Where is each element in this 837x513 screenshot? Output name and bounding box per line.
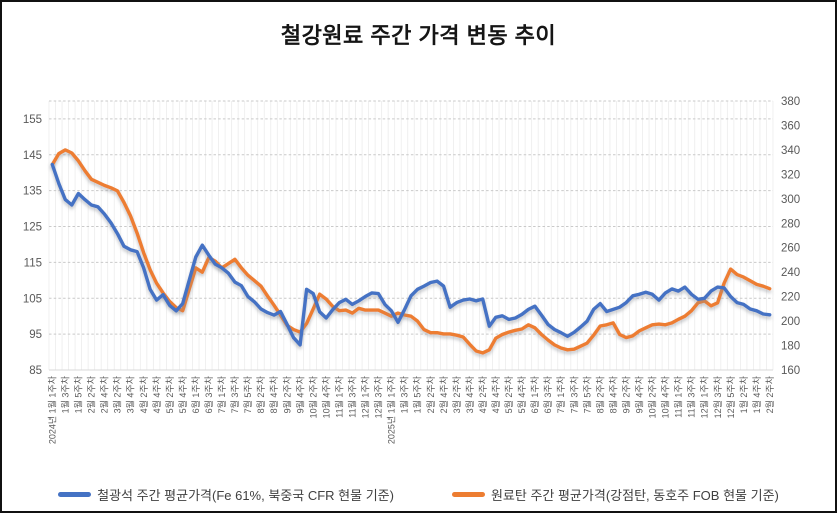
x-axis-tick-label: 12월 1주차 bbox=[360, 375, 371, 418]
coking-coal-legend-swatch-icon bbox=[451, 492, 485, 497]
x-axis-tick-label: 2월 2주차 bbox=[425, 375, 436, 413]
x-axis-tick-label: 1월 4주차 bbox=[751, 375, 762, 413]
coking-coal-legend-label: 원료탄 주간 평균가격(강점탄, 동호주 FOB 현물 기준) bbox=[490, 488, 779, 503]
coking-coal-line bbox=[50, 148, 772, 355]
x-axis-tick-label: 2월 4주차 bbox=[99, 375, 110, 413]
x-axis-tick-label: 9월 4주차 bbox=[294, 375, 305, 413]
x-axis-tick-label: 10월 4주차 bbox=[320, 375, 331, 418]
x-axis-tick-label: 12월 3주차 bbox=[712, 375, 723, 418]
right-axis-tick-label: 160 bbox=[781, 365, 800, 377]
x-axis-tick-label: 1월 3주차 bbox=[399, 375, 410, 413]
x-axis-tick-label: 7월 5주차 bbox=[581, 375, 592, 413]
iron-ore-line bbox=[50, 162, 772, 347]
x-axis-tick-label: 12월 3주차 bbox=[373, 375, 384, 418]
x-axis-tick-label: 8월 4주차 bbox=[607, 375, 618, 413]
right-axis-tick-label: 240 bbox=[781, 267, 800, 279]
right-axis-tick-label: 340 bbox=[781, 145, 800, 157]
iron-ore-legend-swatch-icon bbox=[58, 492, 92, 497]
x-axis-tick-label: 2월 4주차 bbox=[438, 375, 449, 413]
x-axis-tick-label: 3월 4주차 bbox=[464, 375, 475, 413]
right-axis-tick-label: 380 bbox=[781, 96, 800, 108]
right-axis-tick-label: 260 bbox=[781, 243, 800, 255]
right-axis-tick-label: 180 bbox=[781, 341, 800, 353]
x-axis-tick-label: 7월 5주차 bbox=[242, 375, 253, 413]
left-axis-tick-label: 145 bbox=[23, 150, 42, 162]
x-axis-tick-label: 10월 2주차 bbox=[647, 375, 658, 418]
x-axis-tick-label: 7월 1주차 bbox=[216, 375, 227, 413]
x-axis-tick-label: 1월 5주차 bbox=[73, 375, 84, 413]
left-axis-tick-label: 125 bbox=[23, 222, 42, 234]
x-axis-tick-label: 8월 2주차 bbox=[594, 375, 605, 413]
x-axis-tick-label: 9월 4주차 bbox=[634, 375, 645, 413]
x-axis-tick-label: 9월 2주차 bbox=[281, 375, 292, 413]
x-axis-tick-label: 1월 2주차 bbox=[738, 375, 749, 413]
legend: 철광석 주간 평균가격(Fe 61%, 북중국 CFR 현물 기준) 원료탄 주… bbox=[2, 485, 835, 504]
x-axis-tick-label: 4월 4주차 bbox=[151, 375, 162, 413]
x-axis-tick-label: 7월 3주차 bbox=[229, 375, 240, 413]
left-axis-tick-label: 115 bbox=[24, 257, 42, 269]
x-axis-tick-label: 4월 2주차 bbox=[138, 375, 149, 413]
x-axis-tick-label: 11월 3주차 bbox=[686, 375, 697, 417]
right-axis-tick-label: 280 bbox=[781, 218, 800, 230]
x-axis-tick-label: 8월 4주차 bbox=[268, 375, 279, 413]
x-axis-tick-label: 5월 4주차 bbox=[177, 375, 188, 413]
left-axis-tick-label: 105 bbox=[23, 293, 42, 305]
x-axis-tick-label: 2월 2주차 bbox=[86, 375, 97, 413]
x-axis-tick-label: 11월 1주차 bbox=[334, 375, 345, 417]
x-axis-tick-label: 6월 1주차 bbox=[529, 375, 540, 413]
right-axis-tick-label: 320 bbox=[781, 169, 800, 181]
x-axis-tick-label: 4월 2주차 bbox=[477, 375, 488, 413]
x-axis-tick-label: 1월 3주차 bbox=[60, 375, 71, 413]
x-axis-tick-label: 7월 3주차 bbox=[568, 375, 579, 413]
left-axis-tick-label: 85 bbox=[29, 365, 42, 377]
x-axis-tick-label: 11월 3주차 bbox=[347, 375, 358, 417]
x-axis-tick-label: 7월 1주차 bbox=[555, 375, 566, 413]
x-axis-tick-label: 12월 5주차 bbox=[725, 375, 736, 418]
left-axis-tick-label: 95 bbox=[29, 329, 42, 341]
right-axis-tick-label: 360 bbox=[781, 121, 800, 133]
chart-title: 철강원료 주간 가격 변동 추이 bbox=[280, 23, 557, 48]
left-axis-tick-label: 155 bbox=[23, 114, 42, 126]
x-axis-tick-label: 12월 1주차 bbox=[699, 375, 710, 418]
x-axis-tick-label: 3월 2주차 bbox=[112, 375, 123, 413]
x-axis-tick-label: 6월 3주차 bbox=[203, 375, 214, 413]
x-axis-tick-label: 9월 2주차 bbox=[620, 375, 631, 413]
right-axis-tick-label: 200 bbox=[781, 316, 800, 328]
x-axis-tick-label: 6월 1주차 bbox=[190, 375, 201, 413]
x-axis-tick-label: 2월 2주차 bbox=[764, 375, 775, 413]
x-axis-tick-label: 2024년 1월 1주차 bbox=[47, 375, 58, 444]
right-axis-tick-label: 220 bbox=[781, 292, 800, 304]
x-axis-tick-label: 6월 3주차 bbox=[542, 375, 553, 413]
legend-item-iron-ore[interactable]: 철광석 주간 평균가격(Fe 61%, 북중국 CFR 현물 기준) bbox=[58, 485, 394, 504]
x-axis-tick-label: 5월 4주차 bbox=[516, 375, 527, 413]
x-axis-tick-label: 2025년 1월 1주차 bbox=[386, 375, 397, 444]
legend-item-coking-coal[interactable]: 원료탄 주간 평균가격(강점탄, 동호주 FOB 현물 기준) bbox=[451, 485, 779, 504]
x-axis-tick-label: 10월 4주차 bbox=[660, 375, 671, 418]
iron-ore-legend-label: 철광석 주간 평균가격(Fe 61%, 북중국 CFR 현물 기준) bbox=[97, 488, 394, 503]
x-axis-tick-label: 3월 4주차 bbox=[125, 375, 136, 413]
x-axis-tick-label: 10월 2주차 bbox=[307, 375, 318, 418]
x-axis-tick-label: 8월 2주차 bbox=[255, 375, 266, 413]
right-axis-tick-label: 300 bbox=[781, 194, 800, 206]
x-axis-tick-label: 4월 4주차 bbox=[490, 375, 501, 413]
left-axis-tick-label: 135 bbox=[23, 186, 42, 198]
x-axis-tick-label: 11월 1주차 bbox=[673, 375, 684, 417]
x-axis-tick-label: 5월 2주차 bbox=[503, 375, 514, 413]
x-axis-tick-label: 3월 2주차 bbox=[451, 375, 462, 413]
x-axis-tick-label: 1월 5주차 bbox=[412, 375, 423, 413]
x-axis-tick-label: 5월 2주차 bbox=[164, 375, 175, 413]
